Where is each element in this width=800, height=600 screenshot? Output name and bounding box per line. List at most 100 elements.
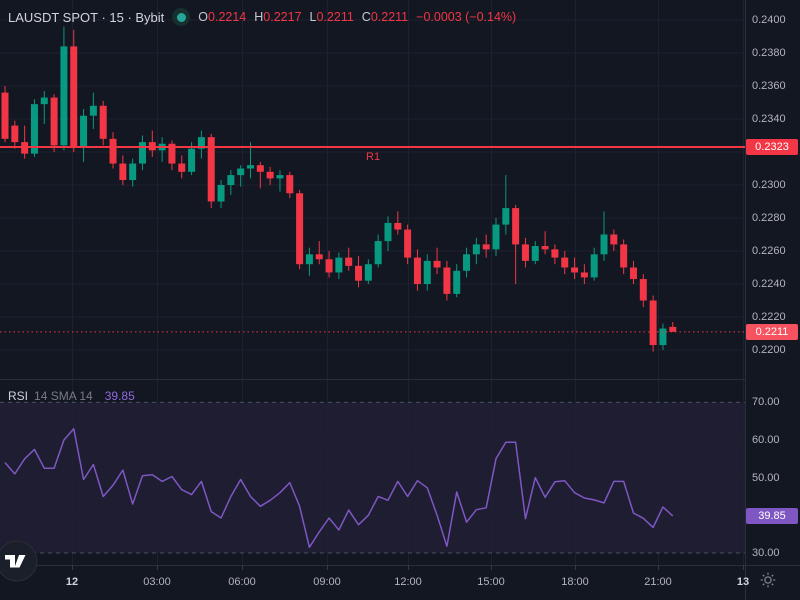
price-axis-label: 0.2340 [752, 113, 786, 125]
candle-body [453, 270, 461, 294]
gear-icon[interactable] [759, 571, 777, 589]
candle-body [502, 208, 510, 225]
candle-body [1, 92, 9, 139]
price-axis-label: 0.2360 [752, 80, 786, 92]
candle-body [394, 222, 402, 230]
r1-price-badge: 0.2323 [746, 139, 798, 156]
candle-body [669, 326, 677, 332]
market-status-icon[interactable] [172, 8, 191, 26]
rsi-legend: RSI 14 SMA 14 39.85 [8, 389, 135, 403]
candle-body [266, 171, 274, 179]
price-axis-label: 0.2300 [752, 179, 786, 191]
price-axis-label: 0.2240 [752, 278, 786, 290]
candle-body [345, 257, 353, 266]
candlestick-series [1, 26, 677, 352]
candle-body [80, 115, 88, 148]
grid-lines [0, 0, 745, 565]
candle-body [276, 175, 284, 179]
candle-body [325, 259, 333, 273]
candle-body [512, 208, 520, 245]
candle-body [335, 257, 343, 273]
candle-body [610, 234, 618, 245]
candle-body [247, 165, 254, 169]
candle-body [99, 105, 107, 139]
candle-body [384, 222, 392, 242]
candle-body [197, 137, 205, 149]
price-axis-label: 0.2380 [752, 47, 786, 59]
candle-body [433, 260, 441, 268]
candle-body [355, 265, 363, 281]
candle-body [129, 163, 137, 181]
candle-body [70, 46, 78, 148]
candle-body [600, 234, 608, 255]
candle-body [463, 254, 471, 271]
candle-body [374, 241, 382, 265]
price-axis[interactable]: 0.2400 0.2380 0.2360 0.2340 0.2300 0.2280 0.22… [745, 0, 800, 565]
candle-body [138, 142, 146, 164]
candle-body [551, 249, 559, 258]
candle-body [89, 105, 97, 116]
time-axis[interactable]: 12 03:00 06:00 09:00 12:00 15:00 18:00 21:00 13 [0, 565, 800, 600]
time-axis-label: 09:00 [313, 576, 341, 588]
candle-body [217, 185, 225, 202]
candle-body [423, 260, 431, 284]
rsi-value-badge: 39.85 [746, 507, 798, 524]
price-axis-label: 0.2200 [752, 344, 786, 356]
rsi-axis-label: 60.00 [752, 433, 780, 446]
candle-body [188, 148, 196, 172]
ohlc-item: L0.2211 [309, 10, 354, 24]
time-axis-label: 18:00 [561, 576, 589, 588]
ohlc-item: H0.2217 [254, 10, 302, 24]
candle-body [649, 300, 657, 346]
ohlc-item: O0.2214 [198, 10, 247, 24]
candle-body [629, 267, 637, 280]
candle-body [531, 246, 539, 261]
time-axis-label: 21:00 [644, 576, 672, 588]
symbol-title[interactable]: LAUSDT SPOT · 15 · Bybit [8, 9, 165, 25]
rsi-title[interactable]: RSI [8, 389, 29, 403]
candle-body [109, 138, 117, 164]
rsi-value: 39.85 [104, 389, 135, 403]
candle-body [207, 137, 215, 202]
candle-body [227, 175, 235, 185]
price-axis-label: 0.2260 [752, 245, 786, 257]
candle-body [237, 168, 245, 176]
candle-body [521, 244, 529, 261]
candle-body [30, 104, 38, 154]
time-axis-label: 03:00 [143, 576, 171, 588]
time-axis-label: 12 [65, 576, 79, 588]
rsi-axis-label: 50.00 [752, 471, 780, 484]
rsi-line[interactable] [4, 427, 674, 549]
candle-body [119, 163, 127, 181]
time-axis-label: 15:00 [477, 576, 505, 588]
candle-body [178, 163, 186, 172]
candle-body [639, 279, 647, 301]
candle-body [40, 97, 48, 105]
candle-body [492, 224, 500, 250]
time-axis-label: 12:00 [394, 576, 422, 588]
candle-body [364, 264, 372, 281]
candle-body [168, 143, 176, 164]
candle-body [315, 254, 323, 260]
price-axis-label: 0.2220 [752, 311, 786, 323]
candle-body [561, 257, 569, 268]
candle-body [404, 229, 412, 258]
candle-body [571, 267, 579, 273]
status-dot-icon [176, 12, 186, 22]
r1-line-label[interactable]: R1 [366, 151, 381, 164]
ohlc-item: C0.2211 [361, 10, 409, 24]
candle-body [413, 257, 421, 284]
candle-body [659, 328, 667, 346]
candle-body [443, 267, 451, 294]
candle-body [305, 254, 313, 265]
ohlc-values: O0.2214 H0.2217 L0.2211 C0.2211 [198, 10, 408, 24]
candle-body [541, 246, 549, 250]
candle-body [286, 175, 294, 194]
rsi-params: 14 SMA 14 [34, 389, 93, 403]
symbol-legend: LAUSDT SPOT · 15 · Bybit O0.2214 H0.2217 L… [8, 8, 516, 26]
tradingview-logo[interactable] [0, 540, 38, 582]
candle-body [296, 193, 304, 265]
price-axis-label: 0.2400 [752, 14, 786, 26]
